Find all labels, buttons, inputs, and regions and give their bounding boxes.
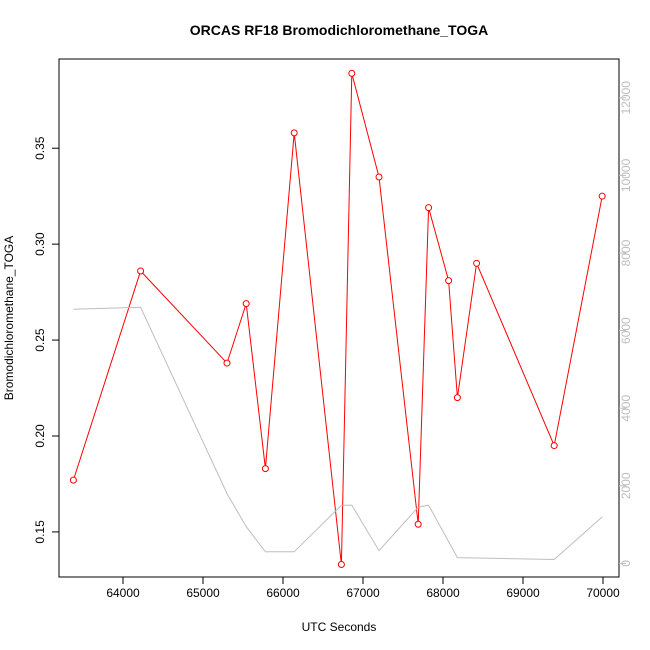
data-point xyxy=(290,129,298,137)
y2-tick-label: 6000 xyxy=(619,317,633,344)
y-tick-label: 0.15 xyxy=(33,520,47,544)
y-tick-label: 0.25 xyxy=(33,328,47,352)
y-axis-right: 0 2000 4000 6000 8000 10000 12000 xyxy=(619,81,633,567)
data-point xyxy=(242,300,250,308)
y2-tick-label: 12000 xyxy=(619,81,633,115)
x-tick-label: 69000 xyxy=(506,586,540,600)
x-tick-label: 67000 xyxy=(346,586,380,600)
data-point xyxy=(348,69,356,77)
plot-area xyxy=(69,69,606,569)
data-point xyxy=(445,277,453,285)
data-point xyxy=(69,476,77,484)
data-point xyxy=(473,259,481,267)
y2-tick-label: 8000 xyxy=(619,239,633,266)
data-point xyxy=(453,394,461,402)
x-axis: 64000 65000 66000 67000 68000 69000 70000 xyxy=(106,577,620,600)
y2-tick-label: 4000 xyxy=(619,395,633,422)
y2-tick-label: 0 xyxy=(619,560,633,567)
data-point xyxy=(375,173,383,181)
secondary-series-line xyxy=(73,306,603,561)
series-line xyxy=(72,73,603,565)
y2-tick-label: 2000 xyxy=(619,472,633,499)
y-tick-label: 0.30 xyxy=(33,232,47,256)
plot-frame xyxy=(58,58,620,578)
y2-tick-label: 10000 xyxy=(619,158,633,192)
data-point xyxy=(337,561,345,569)
x-tick-label: 65000 xyxy=(186,586,220,600)
x-axis-label: UTC Seconds xyxy=(302,620,377,634)
x-tick-label: 70000 xyxy=(586,586,620,600)
y-tick-label: 0.35 xyxy=(33,136,47,160)
data-point xyxy=(261,465,269,473)
data-point xyxy=(550,442,558,450)
data-point xyxy=(425,204,433,212)
y-axis-left: 0.15 0.20 0.25 0.30 0.35 xyxy=(33,136,59,544)
data-point xyxy=(598,192,606,200)
x-tick-label: 68000 xyxy=(426,586,460,600)
y-axis-label: Bromodichloromethane_TOGA xyxy=(2,236,16,401)
y-tick-label: 0.20 xyxy=(33,424,47,448)
x-tick-label: 64000 xyxy=(106,586,140,600)
x-tick-label: 66000 xyxy=(266,586,300,600)
data-point xyxy=(414,520,422,528)
chart-title: ORCAS RF18 Bromodichloromethane_TOGA xyxy=(190,22,488,38)
data-point xyxy=(223,359,231,367)
data-point xyxy=(137,267,145,275)
